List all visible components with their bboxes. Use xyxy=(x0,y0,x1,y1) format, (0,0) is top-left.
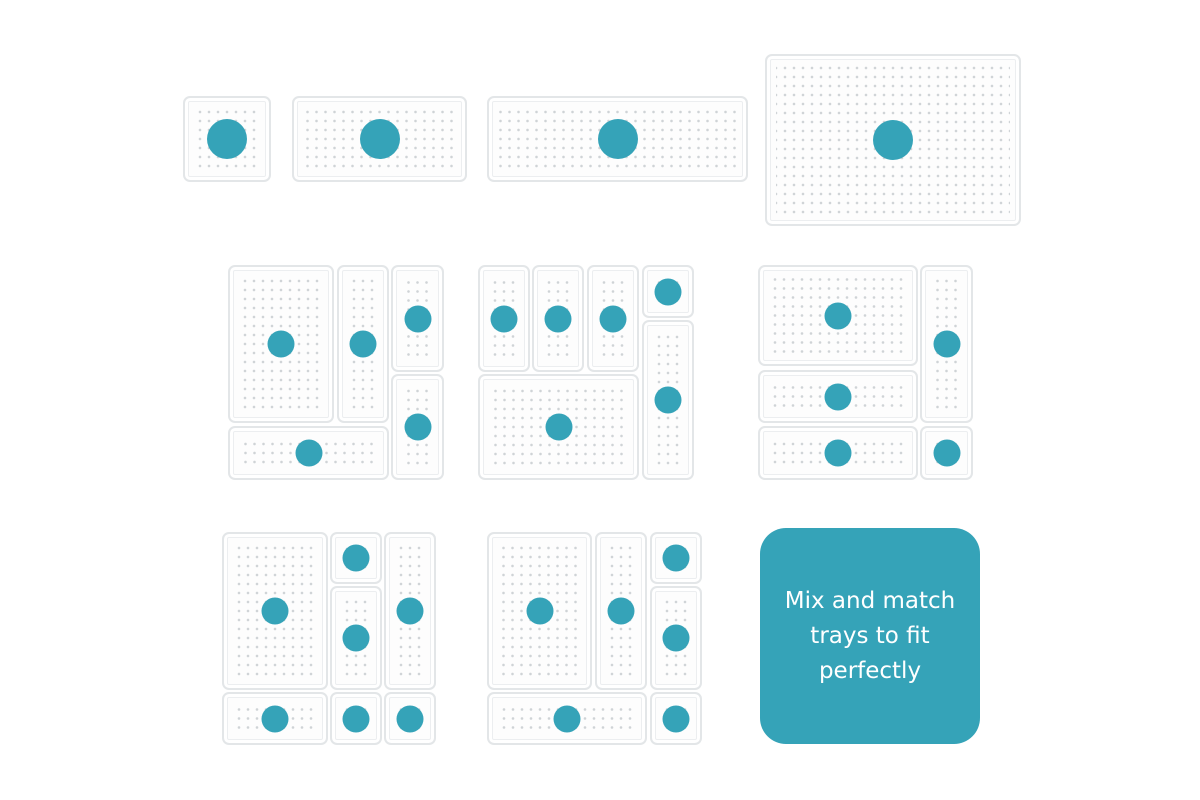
tray-marker-dot xyxy=(490,305,518,332)
mix-and-match-badge: Mix and match trays to fit perfectly xyxy=(760,528,980,744)
tray-marker-dot xyxy=(553,705,581,732)
tray-marker-dot xyxy=(544,305,572,332)
tray-marker-dot xyxy=(349,330,377,358)
tray-marker-dot xyxy=(545,413,572,441)
tray-marker-dot xyxy=(207,119,247,159)
tray-marker-dot xyxy=(267,330,295,358)
tray-marker-dot xyxy=(396,597,424,625)
organizer-tray xyxy=(183,96,271,182)
tray-marker-dot xyxy=(396,705,424,732)
tray-marker-dot xyxy=(342,544,370,572)
tray-marker-dot xyxy=(873,120,913,160)
tray-marker-dot xyxy=(824,302,852,329)
tray-marker-dot xyxy=(295,439,322,467)
tray-marker-dot xyxy=(404,305,431,332)
tray-marker-dot xyxy=(662,705,690,732)
tray-marker-dot xyxy=(261,597,289,625)
tray-marker-dot xyxy=(526,597,553,625)
tray-marker-dot xyxy=(933,439,960,467)
tray-marker-dot xyxy=(261,705,289,732)
tray-marker-dot xyxy=(662,624,690,652)
tray-marker-dot xyxy=(824,383,852,410)
tray-marker-dot xyxy=(342,624,370,652)
tray-marker-dot xyxy=(599,305,627,332)
tray-marker-dot xyxy=(654,278,682,305)
tray-marker-dot xyxy=(607,597,635,625)
tray-marker-dot xyxy=(654,386,682,414)
tray-marker-dot xyxy=(824,439,852,467)
organizer-tray xyxy=(292,96,467,182)
tray-marker-dot xyxy=(342,705,370,732)
tray-marker-dot xyxy=(597,119,638,159)
tray-marker-dot xyxy=(662,544,690,572)
tray-marker-dot xyxy=(359,119,400,159)
tray-marker-dot xyxy=(404,413,431,441)
tray-marker-dot xyxy=(933,330,960,358)
badge-text: Mix and match trays to fit perfectly xyxy=(784,587,956,684)
